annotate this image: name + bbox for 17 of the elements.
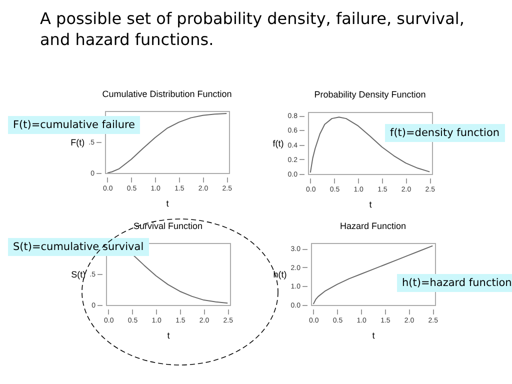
annotation: f(t)=density function xyxy=(385,124,505,142)
y-axis-title: F(t) xyxy=(70,138,85,148)
x-axis-title: t xyxy=(369,200,372,210)
line-series xyxy=(132,254,228,304)
y-axis-title: f(t) xyxy=(272,138,284,148)
annotation: h(t)=hazard function xyxy=(397,274,512,292)
chart-title: Hazard Function xyxy=(340,221,406,231)
text: A possible set of probability density, failure, survival, and hazard functions. xyxy=(40,8,466,50)
x-axis-title: t xyxy=(372,330,376,340)
x-axis-title: t xyxy=(167,330,170,340)
x-axis-title: t xyxy=(166,198,170,208)
annotation: S(t)=cumulative survival xyxy=(8,238,149,256)
annotation: F(t)=cumulative failure xyxy=(8,116,140,134)
chart-title: Cumulative Distribution Function xyxy=(102,89,232,99)
chart-title: Probability Density Function xyxy=(314,90,426,100)
chart-title: Survival Function xyxy=(133,221,203,231)
y-axis-title: S(t) xyxy=(71,270,86,280)
